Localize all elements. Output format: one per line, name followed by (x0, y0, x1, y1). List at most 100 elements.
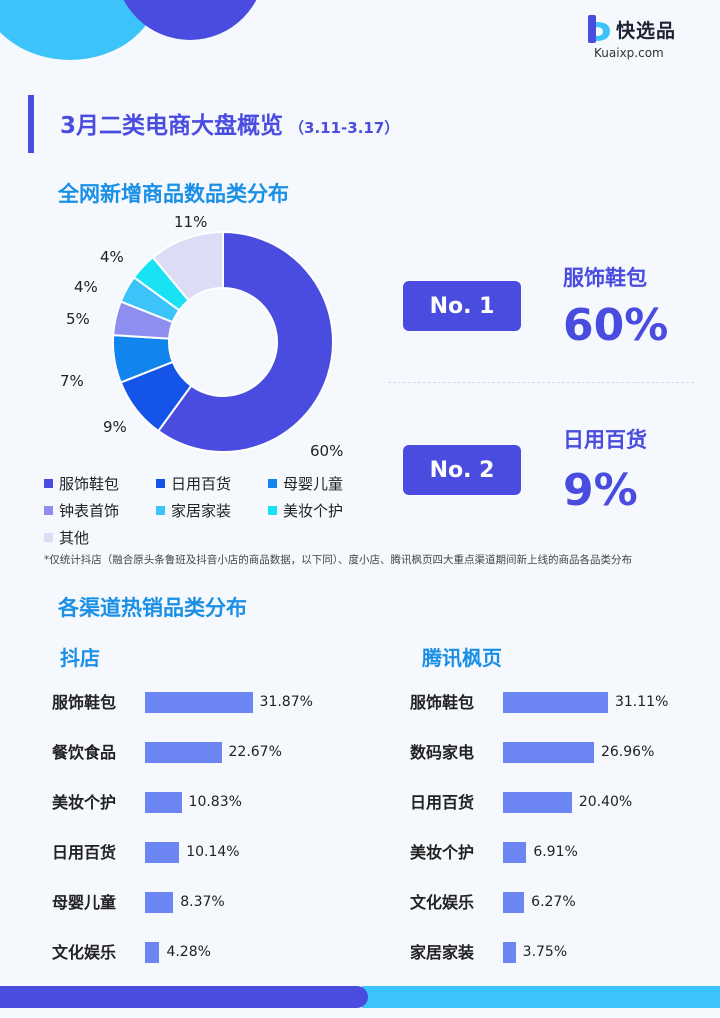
bar-value-label: 31.11% (614, 694, 669, 710)
legend-swatch (156, 506, 165, 515)
donut-legend: 服饰鞋包 日用百货 母婴儿童钟表首饰 家居家装 美妆个护其他 (44, 473, 374, 548)
donut-slice (151, 230, 224, 302)
bar-category-label: 服饰鞋包 (52, 693, 117, 712)
footnote: *仅统计抖店（融合原头条鲁班及抖音小店的商品数据，以下同）、度小店、腾讯枫页四大… (44, 554, 632, 566)
bar-row: 服饰鞋包 31.87% (52, 690, 352, 715)
bar (503, 792, 572, 813)
bar-value-label: 8.37% (180, 894, 225, 910)
rank-badge-2: No. 2 (403, 445, 521, 495)
bar-row: 文化娱乐 4.28% (52, 940, 352, 965)
bar (503, 692, 608, 713)
bar-category-label: 文化娱乐 (410, 893, 475, 912)
bar-value-label: 22.67% (228, 744, 282, 760)
bar-value-label: 20.40% (578, 794, 633, 810)
bar (145, 792, 182, 813)
legend-item: 服饰鞋包 (44, 473, 156, 494)
bar-value-label: 4.28% (166, 944, 211, 960)
legend-label: 服饰鞋包 (59, 475, 120, 493)
legend-swatch (44, 506, 53, 515)
bar-category-label: 家居家装 (410, 943, 475, 962)
slice-percent-label: 5% (66, 310, 90, 328)
bar-row: 餐饮食品 22.67% (52, 740, 352, 765)
rank-category-1: 服饰鞋包 (563, 266, 647, 290)
bar (503, 842, 527, 863)
bar-value-label: 6.27% (531, 894, 576, 910)
legend-item: 钟表首饰 (44, 500, 156, 521)
bar-value-label: 3.75% (522, 944, 568, 960)
bar-row: 美妆个护 10.83% (52, 790, 352, 815)
legend-swatch (156, 479, 165, 488)
legend-label: 美妆个护 (283, 502, 344, 520)
slice-percent-label: 9% (103, 418, 127, 436)
slice-percent-label: 4% (74, 278, 98, 296)
bar-row: 服饰鞋包 31.11% (410, 690, 710, 715)
bar (503, 942, 516, 963)
bar (503, 892, 525, 913)
channel-title-tencent: 腾讯枫页 (422, 646, 502, 670)
bar-category-label: 服饰鞋包 (410, 693, 475, 712)
bar-category-label: 文化娱乐 (52, 943, 117, 962)
rank-divider (388, 382, 694, 383)
bar-row: 母婴儿童 8.37% (52, 890, 352, 915)
tencent-bar-chart: 服饰鞋包 31.11% 数码家电 26.96% 日用百货 20.40% 美妆个护 6.91% 文… (410, 690, 710, 990)
bar (145, 842, 180, 863)
slice-percent-label: 60% (310, 442, 343, 460)
legend-label: 钟表首饰 (59, 502, 120, 520)
bar-value-label: 10.14% (186, 844, 240, 860)
brand-name: 快选品 (616, 19, 677, 42)
doudian-bar-chart: 服饰鞋包 31.87% 餐饮食品 22.67% 美妆个护 10.83% 日用百货 10.14%… (52, 690, 352, 990)
bar-value-label: 6.91% (533, 844, 578, 860)
rank-percent-1: 60% (563, 300, 669, 351)
bar-category-label: 日用百货 (410, 793, 475, 812)
donut-slice (156, 230, 334, 453)
footer-bar-blue (0, 986, 368, 1008)
bar-value-label: 31.87% (259, 694, 313, 710)
donut-section-title: 全网新增商品数品类分布 (58, 182, 289, 206)
footer-bar-cyan (362, 986, 720, 1008)
brand-logo-icon (588, 15, 610, 43)
date-range: （3.11-3.17） (289, 119, 400, 137)
legend-label: 家居家装 (171, 502, 232, 520)
slice-percent-label: 7% (60, 372, 84, 390)
bar-category-label: 美妆个护 (410, 843, 475, 862)
bar (145, 692, 253, 713)
rank-percent-2: 9% (563, 465, 638, 516)
legend-item: 家居家装 (156, 500, 268, 521)
page-title: 3月二类电商大盘概览 （3.11-3.17） (60, 106, 399, 140)
bar-row: 家居家装 3.75% (410, 940, 710, 965)
bar-category-label: 母婴儿童 (52, 893, 117, 912)
rank-category-2: 日用百货 (563, 428, 647, 452)
bar-category-label: 美妆个护 (52, 793, 117, 812)
title-accent-bar (28, 95, 34, 153)
bar-category-label: 数码家电 (410, 743, 475, 762)
bar-row: 美妆个护 6.91% (410, 840, 710, 865)
slice-percent-label: 11% (174, 213, 207, 231)
channels-section-title: 各渠道热销品类分布 (58, 596, 247, 620)
brand-domain: Kuaixp.com (594, 46, 664, 60)
bar (503, 742, 594, 763)
bar (145, 892, 174, 913)
category-donut-chart: 60% 9% 7% 5% 4%4% 11% (60, 213, 343, 460)
channel-title-doudian: 抖店 (60, 646, 100, 670)
bar (145, 742, 222, 763)
bar-row: 日用百货 20.40% (410, 790, 710, 815)
slice-percent-label: 4% (100, 248, 124, 266)
legend-swatch (268, 479, 277, 488)
bar-value-label: 10.83% (188, 794, 242, 810)
legend-label: 其他 (59, 529, 90, 547)
bar-row: 文化娱乐 6.27% (410, 890, 710, 915)
legend-item: 其他 (44, 527, 156, 548)
bar-row: 日用百货 10.14% (52, 840, 352, 865)
rank-badge-1: No. 1 (403, 281, 521, 331)
legend-item: 日用百货 (156, 473, 268, 494)
legend-label: 母婴儿童 (283, 475, 344, 493)
brand-block: 快选品 Kuaixp.com (586, 14, 696, 60)
legend-item: 母婴儿童 (268, 473, 380, 494)
bar-category-label: 餐饮食品 (52, 743, 117, 762)
legend-swatch (268, 506, 277, 515)
legend-swatch (44, 479, 53, 488)
page-title-text: 3月二类电商大盘概览 (60, 113, 284, 139)
bar (145, 942, 160, 963)
legend-label: 日用百货 (171, 475, 232, 493)
bar-row: 数码家电 26.96% (410, 740, 710, 765)
